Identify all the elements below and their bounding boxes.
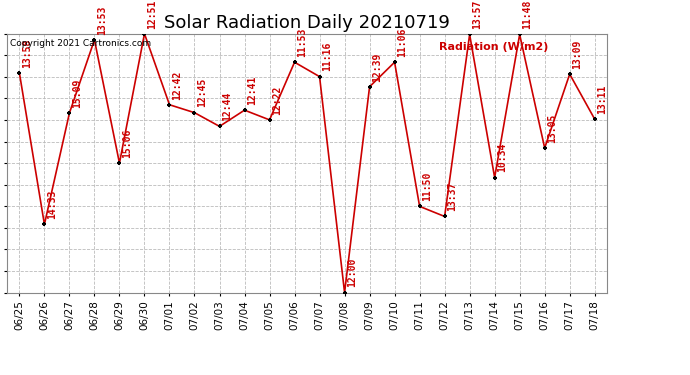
Point [64, 110, 75, 116]
Point [564, 71, 575, 77]
Text: 13:37: 13:37 [447, 182, 457, 211]
Point [314, 74, 325, 80]
Text: 12:22: 12:22 [272, 86, 282, 115]
Point [214, 123, 225, 129]
Point [189, 110, 200, 116]
Text: 13:09: 13:09 [572, 39, 582, 69]
Text: 12:44: 12:44 [222, 92, 232, 121]
Text: 15:09: 15:09 [72, 78, 82, 108]
Text: 13:05: 13:05 [547, 114, 557, 143]
Point [39, 221, 50, 227]
Text: 13:57: 13:57 [472, 0, 482, 29]
Text: 12:51: 12:51 [147, 0, 157, 28]
Point [164, 102, 175, 108]
Text: 11:48: 11:48 [522, 0, 532, 29]
Point [364, 84, 375, 90]
Text: Copyright 2021 Cartronics.com: Copyright 2021 Cartronics.com [10, 39, 151, 48]
Point [114, 160, 125, 166]
Point [239, 107, 250, 113]
Point [264, 117, 275, 123]
Point [464, 32, 475, 38]
Text: 14:33: 14:33 [47, 190, 57, 219]
Point [514, 32, 525, 38]
Point [89, 37, 100, 43]
Point [439, 213, 450, 219]
Point [289, 59, 300, 65]
Text: 11:53: 11:53 [297, 28, 307, 57]
Point [14, 70, 25, 76]
Text: 12:00: 12:00 [347, 258, 357, 287]
Point [489, 174, 500, 180]
Point [589, 116, 600, 122]
Point [389, 59, 400, 65]
Point [539, 145, 550, 151]
Text: 12:39: 12:39 [372, 52, 382, 81]
Text: 11:16: 11:16 [322, 42, 332, 72]
Point [414, 203, 425, 209]
Text: Radiation (W/m2): Radiation (W/m2) [439, 42, 549, 51]
Text: 15:06: 15:06 [122, 129, 132, 158]
Text: 11:06: 11:06 [397, 28, 407, 57]
Text: 12:42: 12:42 [172, 70, 182, 100]
Text: 12:41: 12:41 [247, 76, 257, 105]
Text: 13:53: 13:53 [97, 5, 107, 35]
Text: 11:50: 11:50 [422, 172, 432, 201]
Text: 13:11: 13:11 [598, 85, 607, 114]
Text: 10:34: 10:34 [497, 143, 507, 172]
Text: 13:58: 13:58 [22, 39, 32, 68]
Text: 12:45: 12:45 [197, 78, 207, 108]
Point [139, 31, 150, 37]
Point [339, 290, 350, 296]
Title: Solar Radiation Daily 20210719: Solar Radiation Daily 20210719 [164, 14, 450, 32]
